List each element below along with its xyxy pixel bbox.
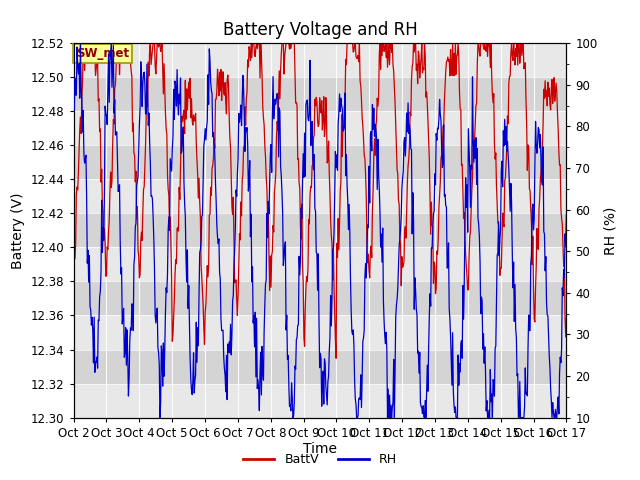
Y-axis label: RH (%): RH (%) xyxy=(604,206,617,254)
Bar xyxy=(74,315,566,349)
Bar xyxy=(74,43,566,77)
Bar xyxy=(74,77,566,111)
Bar xyxy=(74,180,566,214)
Title: Battery Voltage and RH: Battery Voltage and RH xyxy=(223,21,417,39)
Bar xyxy=(74,214,566,247)
Bar xyxy=(74,247,566,281)
X-axis label: Time: Time xyxy=(303,443,337,456)
Y-axis label: Battery (V): Battery (V) xyxy=(12,192,25,269)
Bar xyxy=(74,384,566,418)
Text: SW_met: SW_met xyxy=(76,47,129,60)
Bar xyxy=(74,349,566,384)
Bar xyxy=(74,281,566,315)
Legend: BattV, RH: BattV, RH xyxy=(238,448,402,471)
Bar xyxy=(74,145,566,180)
Bar xyxy=(74,111,566,145)
